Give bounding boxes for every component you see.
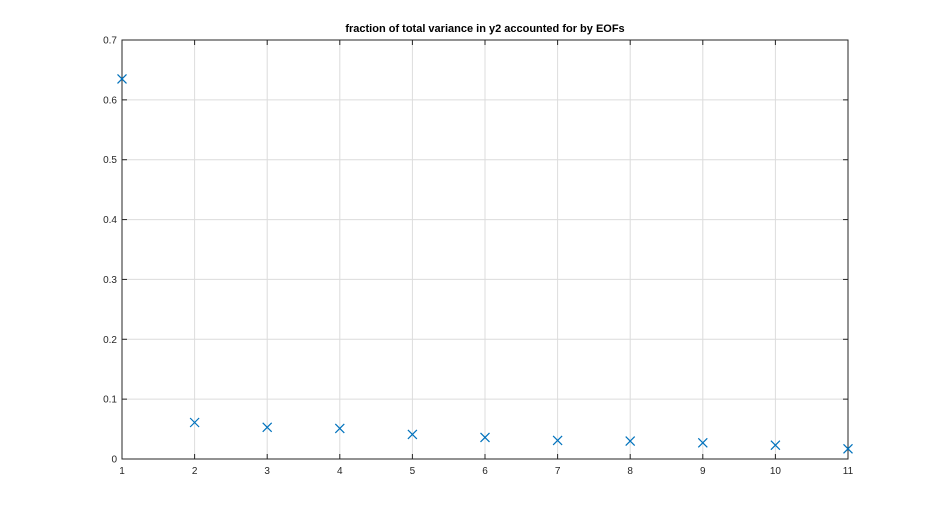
- data-point: [117, 73, 127, 84]
- x-tick-label: 3: [264, 466, 270, 477]
- data-point: [262, 422, 273, 433]
- x-tick-label: 10: [770, 466, 782, 477]
- data-points: [117, 73, 853, 454]
- data-point: [407, 429, 418, 440]
- data-point: [697, 437, 708, 448]
- x-tick-label: 2: [192, 466, 198, 477]
- x-tick-label: 4: [337, 466, 343, 477]
- y-tick-label: 0.1: [103, 395, 117, 406]
- data-point: [843, 443, 853, 454]
- y-tick-label: 0.2: [103, 335, 117, 346]
- data-point: [480, 432, 490, 443]
- x-tick-label: 6: [482, 466, 488, 477]
- y-tick-label: 0.7: [103, 36, 117, 47]
- data-point: [770, 440, 781, 451]
- x-tick-label: 9: [700, 466, 706, 477]
- data-point: [552, 435, 563, 446]
- chart-title: fraction of total variance in y2 account…: [345, 23, 624, 35]
- data-point: [189, 417, 200, 428]
- x-tick-label: 5: [410, 466, 416, 477]
- y-tick-label: 0.5: [103, 155, 117, 166]
- y-tick-label: 0.4: [103, 215, 117, 226]
- axis-ticks: [121, 39, 849, 460]
- x-tick-label: 7: [555, 466, 561, 477]
- data-point: [334, 423, 345, 434]
- x-tick-label: 8: [627, 466, 633, 477]
- x-axis-tick-labels: 1 2 3 4 5 6 7 8 9 10 11: [119, 466, 853, 477]
- y-tick-label: 0.3: [103, 275, 117, 286]
- data-point: [625, 436, 636, 446]
- x-tick-label: 1: [119, 466, 125, 477]
- y-tick-label: 0: [111, 455, 117, 466]
- x-tick-label: 11: [843, 466, 854, 477]
- y-axis-tick-labels: 0 0.1 0.2 0.3 0.4 0.5 0.6 0.7: [103, 36, 117, 466]
- y-tick-label: 0.6: [103, 95, 117, 106]
